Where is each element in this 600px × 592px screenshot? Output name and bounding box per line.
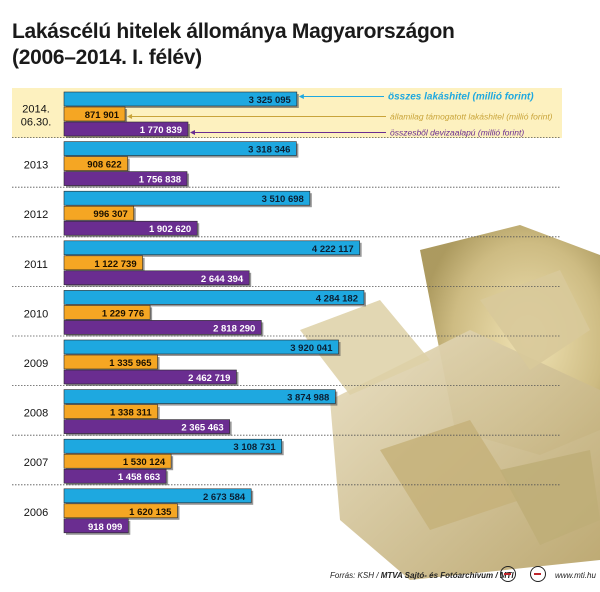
category-label: 2013 xyxy=(24,160,48,172)
category-row: 2009 3 920 041 1 335 965 2 462 719 xyxy=(12,335,560,386)
category-label: 2008 xyxy=(24,408,48,420)
category-label: 06.30. xyxy=(21,117,52,129)
bar-fx xyxy=(63,270,250,286)
website-link[interactable]: www.mti.hu xyxy=(555,571,596,580)
category-label: 2006 xyxy=(24,507,48,519)
data-label: 2 644 394 xyxy=(201,274,244,285)
chart-subtitle: (2006–2014. I. félév) xyxy=(12,46,202,69)
data-label: 1 902 620 xyxy=(149,224,191,235)
category-label: 2011 xyxy=(24,259,48,271)
category-row: 2006 2 673 584 1 620 135 918 099 xyxy=(12,484,560,535)
category-row: 2007 3 108 731 1 530 124 1 458 663 xyxy=(12,434,560,486)
bar-total xyxy=(63,389,336,404)
bar-subsidized xyxy=(63,305,151,320)
data-label: 2 462 719 xyxy=(188,373,230,384)
data-label: 871 901 xyxy=(85,110,120,121)
legend-arrow xyxy=(127,114,133,119)
legend-label-total: összes lakáshitel (millió forint) xyxy=(388,92,534,103)
source-note: Forrás: KSH / MTVA Sajtó- és Fotóarchívu… xyxy=(330,571,514,580)
data-label: 4 284 182 xyxy=(316,293,358,304)
bar-subsidized xyxy=(63,503,178,519)
data-label: 2 365 463 xyxy=(181,423,223,434)
legend-label-subsidized: államilag támogatott lakáshitel (millió … xyxy=(390,112,553,122)
mti-logo xyxy=(500,566,516,582)
data-label: 2 673 584 xyxy=(203,492,246,503)
data-label: 1 122 739 xyxy=(94,259,136,270)
data-label: 1 756 838 xyxy=(139,175,181,186)
data-label: 918 099 xyxy=(88,522,122,533)
banknotes-illustration xyxy=(300,225,600,580)
bar-subsidized xyxy=(63,106,126,122)
bar-fx xyxy=(63,419,230,434)
bar-fx xyxy=(63,518,129,534)
data-label: 3 874 988 xyxy=(287,393,329,404)
data-label: 908 622 xyxy=(87,160,121,171)
data-label: 4 222 117 xyxy=(312,244,354,255)
chart-title: Lakáscélú hitelek állománya Magyarország… xyxy=(12,20,455,43)
data-label: 996 307 xyxy=(93,209,127,220)
bar-fx xyxy=(63,320,262,335)
bar-total xyxy=(63,240,360,256)
legend-arrow xyxy=(190,130,196,135)
bar-subsidized xyxy=(63,205,135,221)
data-label: 3 108 731 xyxy=(233,442,276,453)
data-label: 3 920 041 xyxy=(290,343,333,354)
bar-total xyxy=(63,91,298,107)
category-row: 2008 3 874 988 1 338 311 2 365 463 xyxy=(12,385,560,436)
data-label: 1 620 135 xyxy=(129,507,172,518)
category-row: 2014.06.30. 3 325 095 871 901 1 770 839 xyxy=(12,88,562,138)
bar-subsidized xyxy=(63,354,158,370)
bar-total xyxy=(63,339,339,355)
bar-total xyxy=(63,488,252,504)
bar-subsidized xyxy=(63,404,159,419)
bar-subsidized xyxy=(63,255,143,271)
data-label: 3 325 095 xyxy=(249,95,292,106)
data-label: 1 530 124 xyxy=(123,457,166,468)
legend-label-fx: összesből devizaalapú (millió forint) xyxy=(390,128,524,138)
bar-fx xyxy=(63,220,198,236)
data-label: 1 229 776 xyxy=(102,308,144,319)
data-label: 2 818 290 xyxy=(213,323,255,334)
bar-fx xyxy=(63,171,188,186)
category-row: 2013 3 318 346 908 622 1 756 838 xyxy=(12,137,560,188)
data-label: 3 510 698 xyxy=(262,194,304,205)
bar-total xyxy=(63,438,282,454)
category-row: 2010 4 284 182 1 229 776 2 818 290 xyxy=(12,285,560,337)
category-label: 2010 xyxy=(24,308,48,320)
data-label: 3 318 346 xyxy=(248,145,290,156)
data-label: 1 338 311 xyxy=(110,408,152,419)
source-prefix: Forrás: KSH / xyxy=(330,571,381,580)
legend-arrow xyxy=(298,94,304,99)
category-label: 2014. xyxy=(22,104,50,116)
bar-total xyxy=(63,141,297,156)
category-row: 2011 4 222 117 1 122 739 2 644 394 xyxy=(12,236,560,287)
data-label: 1 770 839 xyxy=(140,125,182,136)
category-label: 2007 xyxy=(24,457,48,469)
bar-total xyxy=(63,290,365,305)
source-credit: MTVA Sajtó- és Fotóarchívum / MTI xyxy=(380,571,514,580)
category-label: 2009 xyxy=(24,358,48,370)
bar-fx xyxy=(63,121,189,137)
bar-fx xyxy=(63,468,167,484)
bar-fx xyxy=(63,369,237,385)
mtva-logo xyxy=(530,566,546,582)
data-label: 1 335 965 xyxy=(109,358,152,369)
bar-subsidized xyxy=(63,453,172,469)
data-label: 1 458 663 xyxy=(118,472,160,483)
category-label: 2012 xyxy=(24,209,48,221)
category-row: 2012 3 510 698 996 307 1 902 620 xyxy=(12,186,560,238)
bar-total xyxy=(63,190,311,206)
bar-subsidized xyxy=(63,156,128,171)
